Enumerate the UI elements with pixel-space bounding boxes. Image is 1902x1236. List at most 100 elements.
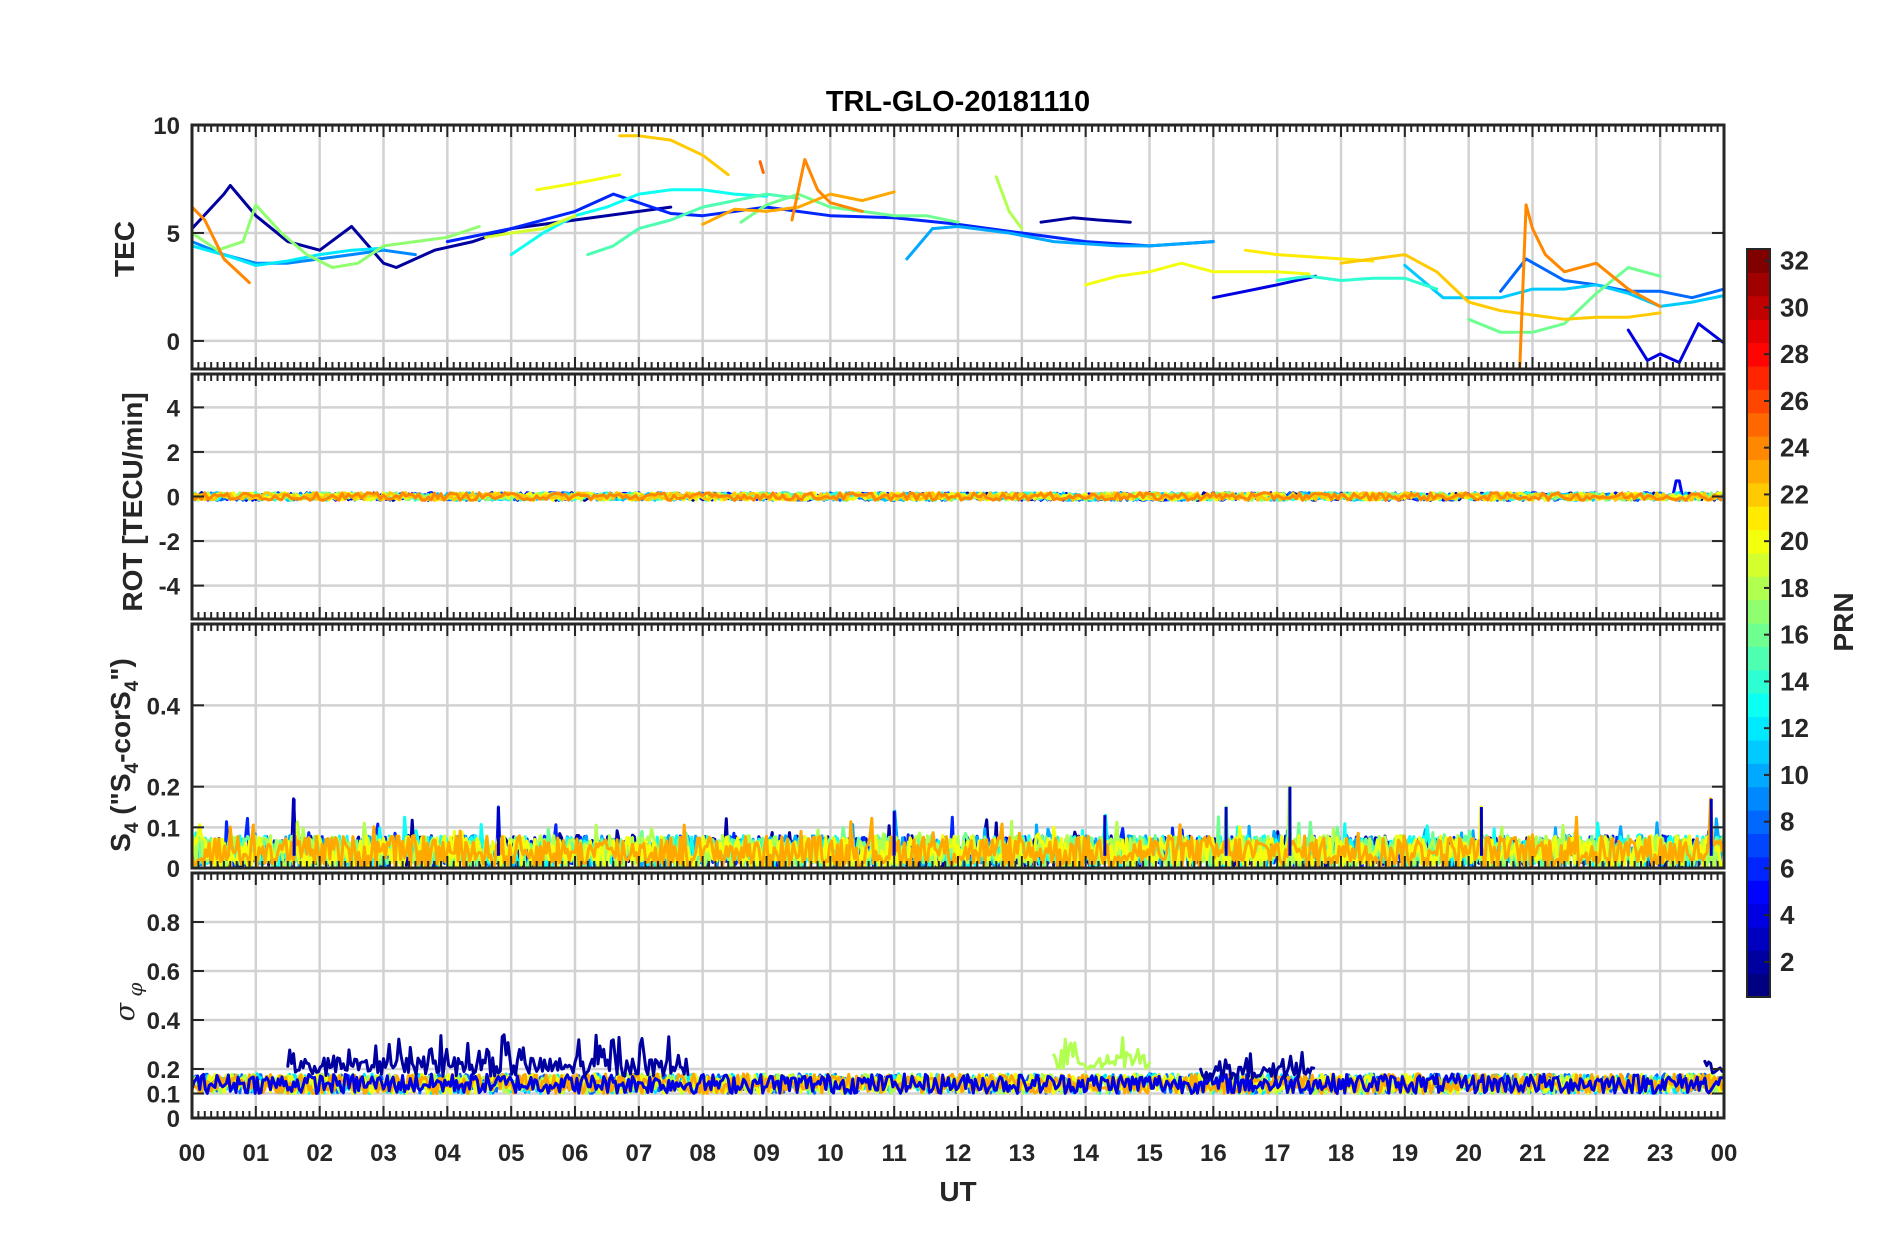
x-tick-label: 16 <box>1200 1140 1227 1167</box>
series-prn-24 <box>1518 203 1662 369</box>
y-tick-label: 0 <box>167 329 180 356</box>
x-tick-label: 15 <box>1136 1140 1163 1167</box>
sigma-phi-elevated <box>1052 1036 1151 1071</box>
series-prn-4 <box>192 1072 1724 1095</box>
colorbar-swatch <box>1747 973 1770 998</box>
colorbar-tick-label: 2 <box>1780 947 1794 977</box>
series-prn-15 <box>586 192 800 257</box>
colorbar-swatch <box>1747 436 1770 460</box>
x-tick-label: 21 <box>1519 1140 1546 1167</box>
series-prn-4 <box>1211 274 1317 300</box>
colorbar-swatch <box>1747 576 1770 601</box>
colorbar-swatch <box>1747 506 1770 531</box>
colorbar-tick-label: 30 <box>1780 292 1809 322</box>
sigma-phi-elevated <box>1703 1059 1724 1075</box>
colorbar-swatch <box>1747 342 1770 367</box>
colorbar-swatch <box>1747 389 1770 414</box>
y-tick-label: 0.4 <box>147 1008 181 1035</box>
y-tick-label: -2 <box>159 529 180 556</box>
colorbar-swatch <box>1747 763 1770 788</box>
y-tick-label: 0.8 <box>147 910 180 937</box>
svg-text:S4 ("S4-corS4"): S4 ("S4-corS4") <box>105 658 143 852</box>
x-tick-label: 07 <box>625 1140 652 1167</box>
colorbar-tick-label: 4 <box>1780 900 1795 930</box>
colorbar-tick-label: 12 <box>1780 713 1809 743</box>
rot-panel: -4 -2 0 2 4 <box>159 372 1726 621</box>
x-tick-label: 11 <box>881 1140 906 1167</box>
s4-panel: 0 0.1 0.2 0.4 <box>147 622 1726 883</box>
y-tick-label: 0 <box>167 856 180 883</box>
y-tick-label: 0.2 <box>147 1057 180 1084</box>
colorbar-swatch <box>1747 365 1770 390</box>
tick-marks <box>191 374 1725 619</box>
grid <box>192 624 1724 868</box>
colorbar-swatch <box>1747 739 1770 764</box>
colorbar-tick-label: 10 <box>1780 760 1809 790</box>
x-tick-label: 06 <box>562 1140 589 1167</box>
y-tick-label: 10 <box>153 113 180 140</box>
x-tick-label: 09 <box>753 1140 780 1167</box>
tick-marks <box>191 624 1725 869</box>
series-prn-14 <box>1275 274 1439 291</box>
y-tick-label: 0 <box>167 485 180 512</box>
colorbar-tick-label: 20 <box>1780 526 1809 556</box>
colorbar-swatch <box>1747 926 1770 951</box>
tick-marks <box>191 124 1725 369</box>
y-tick-label: 0.2 <box>147 775 180 802</box>
colorbar-swatch <box>1747 810 1770 834</box>
tec-axis-label: TEC <box>109 221 140 277</box>
x-tick-label: 19 <box>1391 1140 1418 1167</box>
x-tick-label: 18 <box>1328 1140 1355 1167</box>
grid <box>192 125 1724 369</box>
series-prn-22 <box>1339 253 1662 321</box>
series-prn-20 <box>1084 261 1311 287</box>
colorbar-swatch <box>1747 272 1770 297</box>
x-tick-label: 10 <box>817 1140 844 1167</box>
y-tick-label: 0.1 <box>147 1082 180 1109</box>
colorbar-tick-label: 22 <box>1780 479 1809 509</box>
sigma-phi-axis-label: σ φ <box>110 983 147 1022</box>
colorbar-swatch <box>1747 459 1770 484</box>
x-tick-label: 03 <box>370 1140 397 1167</box>
colorbar-swatch <box>1747 693 1770 718</box>
series-prn-19 <box>484 214 577 239</box>
x-axis-label: UT <box>939 1176 976 1207</box>
series-prn-24 <box>192 205 251 285</box>
colorbar-swatch <box>1747 716 1770 741</box>
y-tick-label: 0.1 <box>147 815 180 842</box>
x-tick-label: 00 <box>179 1140 206 1167</box>
x-tick-label: 05 <box>498 1140 525 1167</box>
x-tick-label: 00 <box>1711 1140 1738 1167</box>
series-prn-4 <box>1626 322 1724 364</box>
x-tick-label: 12 <box>945 1140 972 1167</box>
series-prn-18 <box>994 175 1024 231</box>
colorbar-swatch <box>1747 623 1770 647</box>
colorbar-tick-label: 26 <box>1780 386 1809 416</box>
x-tick-label: 08 <box>689 1140 716 1167</box>
series-prn-21 <box>1243 248 1375 263</box>
x-axis: 00 01 02 03 04 05 06 07 08 09 10 11 12 13 14 15 16 17 18 19… <box>179 1140 1738 1167</box>
colorbar-label: PRN <box>1828 592 1859 651</box>
colorbar-swatch <box>1747 903 1770 928</box>
colorbar-swatch <box>1747 669 1770 694</box>
x-tick-label: 04 <box>434 1140 461 1167</box>
colorbar-swatch <box>1747 856 1770 881</box>
sigma-phi-elevated <box>1199 1050 1316 1081</box>
colorbar-swatch <box>1747 295 1770 320</box>
colorbar-swatch <box>1747 482 1770 507</box>
colorbar-swatch <box>1747 412 1770 437</box>
chart-title: TRL-GLO-20181110 <box>826 86 1090 118</box>
colorbar-swatch <box>1747 249 1770 273</box>
x-tick-label: 14 <box>1072 1140 1099 1167</box>
colorbar-swatch <box>1747 552 1770 577</box>
x-tick-label: 17 <box>1264 1140 1291 1167</box>
x-tick-label: 23 <box>1647 1140 1674 1167</box>
series-prn-6 <box>445 192 1215 248</box>
colorbar-tick-label: 18 <box>1780 573 1809 603</box>
y-tick-label: 2 <box>167 440 180 467</box>
tec-panel: 0 5 10 <box>153 113 1726 371</box>
x-tick-label: 20 <box>1455 1140 1482 1167</box>
colorbar-tick-label: 16 <box>1780 620 1809 650</box>
